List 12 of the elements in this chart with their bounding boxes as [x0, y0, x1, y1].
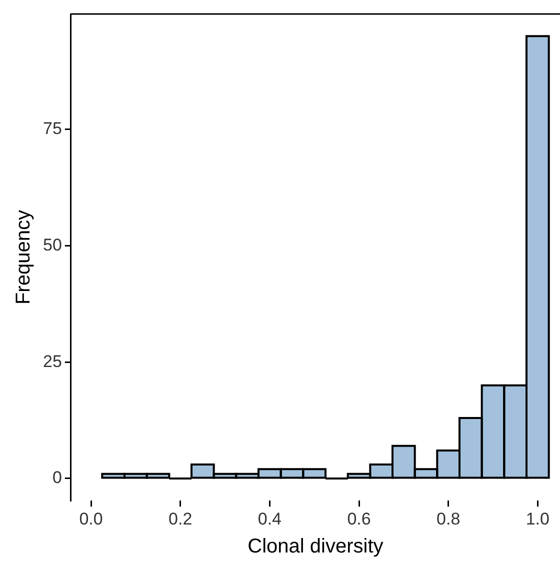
y-tick-label: 25 [42, 352, 62, 371]
x-tick-label: 0.2 [168, 509, 192, 528]
x-tick-label: 1.0 [526, 509, 550, 528]
x-tick-label: 0.6 [347, 509, 371, 528]
x-tick-label: 0.0 [79, 509, 103, 528]
x-axis-title: Clonal diversity [248, 536, 384, 558]
y-tick-label: 75 [42, 118, 62, 138]
x-tick-label: 0.8 [436, 509, 460, 528]
y-tick-label: 50 [42, 235, 62, 254]
y-tick-label: 0 [52, 468, 62, 488]
y-axis-title: Frequency [12, 210, 35, 305]
x-tick-label: 0.4 [258, 509, 282, 528]
